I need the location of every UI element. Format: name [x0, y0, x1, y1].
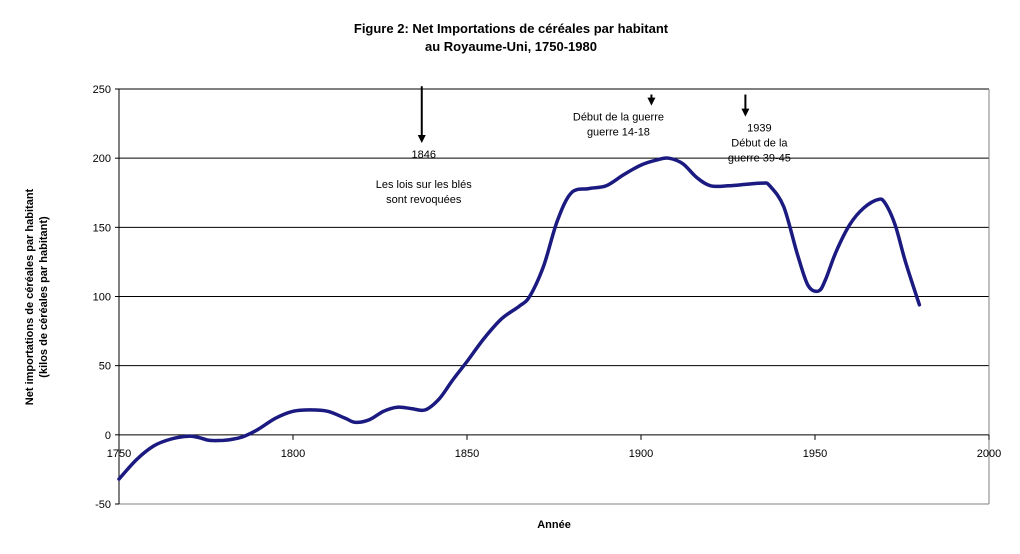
y-axis-label-line-2: (kilos de céréales par habitant): [38, 216, 50, 378]
x-axis-label: Année: [537, 519, 571, 531]
annotation-0-line-2: Les lois sur les blés: [376, 179, 472, 191]
y-tick-label-150: 150: [93, 222, 111, 234]
x-tick-label-1950: 1950: [803, 448, 827, 460]
annotation-arrow-head-1: [647, 97, 656, 106]
axis-layer: [115, 88, 990, 505]
series-layer: [117, 156, 922, 481]
annotation-2-line-1: Début de la: [731, 138, 788, 150]
chart-title-line-1: Figure 2: Net Importations de céréales p…: [354, 21, 669, 36]
x-tick-label-1750: 1750: [107, 448, 131, 460]
x-tick-label-1850: 1850: [455, 448, 479, 460]
y-axis-label-line-1: Net importations de céréales par habitan…: [24, 188, 36, 405]
y-tick-label-200: 200: [93, 153, 111, 165]
tick-labels: -50 0 50 100 150 200 250 1750 1800 1850 1900 1950 20…: [93, 84, 1002, 511]
annotation-arrow-head-2: [741, 108, 750, 117]
annotations-layer: 1846 Les lois sur les blés sont revoquées D…: [376, 86, 791, 206]
annotation-1-line-1: guerre 14-18: [587, 127, 650, 139]
x-tick-label-2000: 2000: [977, 448, 1001, 460]
y-tick-label-50: 50: [99, 361, 111, 373]
annotation-1-line-0: Début de la guerre: [573, 112, 664, 124]
x-tick-label-1900: 1900: [629, 448, 653, 460]
chart-title-line-2: au Royaume-Uni, 1750-1980: [425, 39, 597, 54]
y-tick-label-100: 100: [93, 292, 111, 304]
annotation-arrow-head-0: [417, 134, 426, 143]
series-line-0: [117, 156, 922, 481]
annotation-2-line-0: 1939: [747, 123, 771, 135]
y-tick-label--50: -50: [95, 499, 111, 511]
y-tick-label-0: 0: [105, 430, 111, 442]
annotation-2-line-2: guerre 39-45: [728, 153, 791, 165]
annotation-0-line-0: 1846: [412, 149, 436, 161]
y-tick-label-250: 250: [93, 84, 111, 96]
annotation-0-line-3: sont revoquées: [386, 194, 462, 206]
x-tick-label-1800: 1800: [281, 448, 305, 460]
